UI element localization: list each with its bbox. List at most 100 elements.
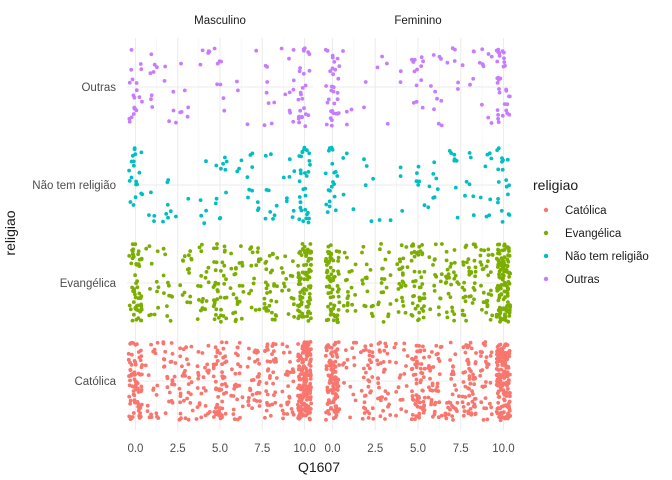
data-point bbox=[398, 398, 403, 402]
data-point bbox=[435, 385, 440, 389]
data-point bbox=[306, 113, 311, 118]
data-point bbox=[483, 343, 487, 348]
data-point bbox=[187, 271, 192, 275]
data-point bbox=[326, 97, 331, 102]
data-point bbox=[291, 48, 296, 52]
data-point bbox=[308, 376, 313, 381]
data-point bbox=[398, 69, 403, 74]
data-point bbox=[504, 403, 508, 408]
data-point bbox=[266, 101, 271, 105]
data-point bbox=[452, 276, 457, 281]
data-point bbox=[505, 287, 510, 292]
data-point bbox=[281, 175, 286, 180]
data-point bbox=[298, 168, 303, 173]
y-tick-label: Não tem religião bbox=[32, 180, 116, 192]
data-point bbox=[131, 289, 136, 293]
data-point bbox=[305, 340, 310, 345]
data-point bbox=[462, 313, 467, 318]
data-point bbox=[353, 309, 358, 313]
data-point bbox=[496, 180, 501, 184]
data-point bbox=[461, 380, 466, 384]
data-point bbox=[478, 350, 483, 354]
data-point bbox=[503, 390, 508, 395]
data-point bbox=[431, 263, 435, 267]
data-point bbox=[328, 312, 333, 317]
data-point bbox=[452, 312, 457, 316]
data-point bbox=[304, 216, 309, 221]
data-point bbox=[363, 276, 368, 280]
data-point bbox=[432, 283, 437, 288]
data-point bbox=[434, 176, 439, 181]
data-point bbox=[337, 363, 341, 367]
data-point bbox=[486, 115, 491, 120]
data-point bbox=[272, 393, 276, 397]
data-point bbox=[472, 297, 476, 302]
data-point bbox=[411, 279, 415, 284]
data-point bbox=[270, 251, 275, 256]
data-point bbox=[481, 266, 486, 271]
data-point bbox=[508, 303, 512, 308]
data-point bbox=[418, 285, 423, 290]
data-point bbox=[178, 400, 183, 405]
data-point bbox=[299, 253, 304, 257]
data-point bbox=[507, 354, 512, 359]
data-point bbox=[133, 273, 138, 278]
data-point bbox=[203, 365, 207, 370]
data-point bbox=[257, 307, 262, 312]
data-point bbox=[213, 379, 218, 384]
x-tick-label: 2.5 bbox=[170, 443, 186, 455]
data-point bbox=[189, 380, 194, 385]
data-point bbox=[334, 394, 339, 398]
data-point bbox=[507, 399, 512, 404]
data-point bbox=[166, 215, 170, 220]
data-point bbox=[461, 295, 466, 300]
data-point bbox=[269, 298, 274, 303]
data-point bbox=[479, 283, 483, 288]
data-point bbox=[300, 114, 304, 119]
data-point bbox=[139, 150, 144, 155]
data-point bbox=[129, 261, 134, 266]
data-point bbox=[268, 374, 272, 378]
data-point bbox=[341, 303, 346, 308]
data-point bbox=[151, 388, 156, 392]
data-point bbox=[495, 148, 500, 153]
data-point bbox=[460, 63, 465, 68]
data-point bbox=[271, 370, 276, 375]
data-point bbox=[432, 160, 437, 165]
data-point bbox=[291, 259, 295, 263]
data-point bbox=[360, 250, 364, 255]
data-point bbox=[444, 280, 449, 285]
data-point bbox=[369, 360, 373, 365]
data-point bbox=[366, 384, 371, 389]
data-point bbox=[306, 259, 311, 263]
data-point bbox=[364, 262, 369, 267]
data-point bbox=[461, 260, 466, 264]
data-point bbox=[506, 412, 510, 417]
data-point bbox=[197, 401, 202, 405]
data-point bbox=[481, 418, 486, 422]
data-point bbox=[497, 54, 502, 58]
data-point bbox=[456, 87, 460, 91]
data-point bbox=[500, 113, 505, 118]
data-point bbox=[154, 279, 159, 284]
data-point bbox=[245, 122, 250, 127]
data-point bbox=[454, 388, 459, 392]
data-point bbox=[366, 416, 371, 420]
data-point bbox=[363, 406, 368, 411]
data-point bbox=[496, 242, 500, 247]
data-point bbox=[224, 277, 228, 282]
data-point bbox=[394, 298, 399, 303]
data-point bbox=[284, 277, 289, 281]
data-point bbox=[287, 395, 292, 400]
data-point bbox=[199, 415, 204, 420]
data-point bbox=[448, 340, 453, 345]
data-point bbox=[467, 265, 471, 270]
data-point bbox=[140, 99, 144, 104]
data-point bbox=[420, 371, 425, 376]
data-point bbox=[161, 219, 165, 224]
data-point bbox=[309, 385, 313, 389]
data-point bbox=[331, 386, 336, 390]
data-point bbox=[221, 273, 226, 278]
data-point bbox=[499, 208, 504, 213]
data-point bbox=[505, 293, 510, 298]
